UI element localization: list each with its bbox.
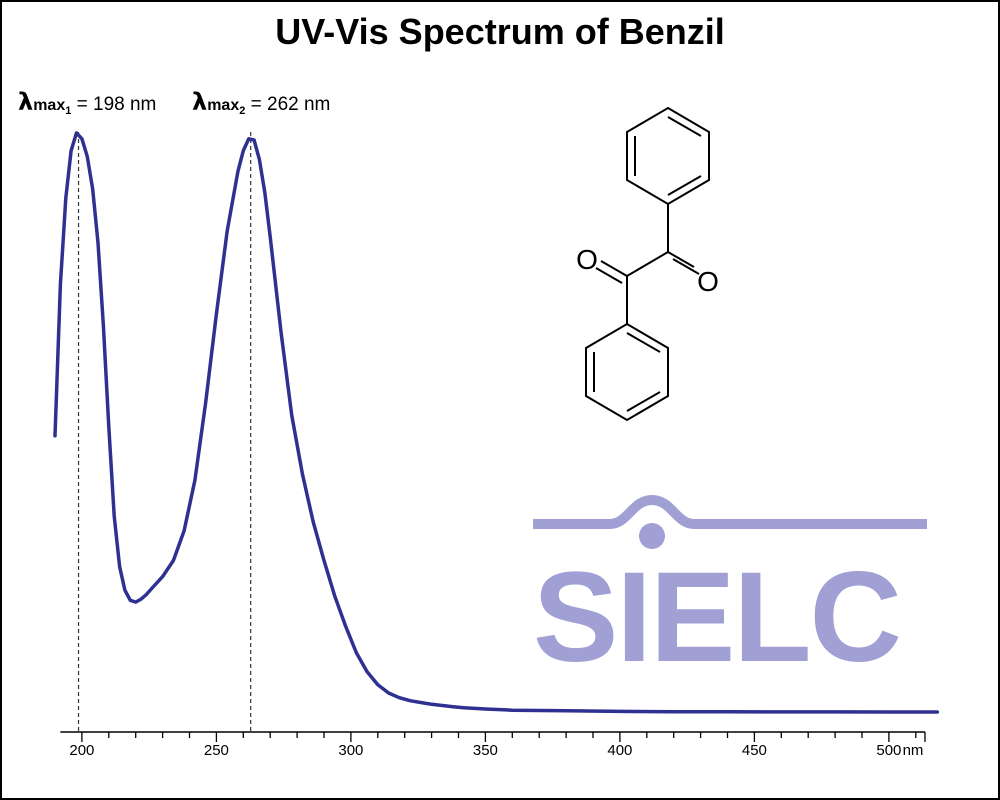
x-tick-label: 450 <box>742 742 767 759</box>
x-tick-label: 400 <box>607 742 632 759</box>
max-label: max <box>207 97 239 114</box>
x-tick-label: 200 <box>69 742 94 759</box>
series-line <box>53 131 940 714</box>
peak-value-text: = 198 nm <box>71 94 156 115</box>
x-axis-unit-label: nm <box>903 742 924 759</box>
peak-subscript: 1 <box>65 105 71 117</box>
x-tick-label: 250 <box>204 742 229 759</box>
peak-label-1: λmax1 = 198 nm <box>18 88 156 117</box>
x-axis: 200250300350400450500550 <box>60 731 926 759</box>
peak-subscript: 2 <box>239 105 245 117</box>
logo-text: SIELC <box>533 546 900 689</box>
peak-label-2: λmax2 = 262 nm <box>192 88 330 117</box>
x-tick-label: 300 <box>338 742 363 759</box>
oxygen-atom-left: O <box>576 244 598 275</box>
x-tick-label: 350 <box>473 742 498 759</box>
x-tick-label: 500 <box>876 742 901 759</box>
lambda-symbol: λ <box>192 88 207 116</box>
peak-annotations: λmax1 = 198 nm λmax2 = 262 nm <box>18 88 330 732</box>
benzil-structure <box>585 106 710 422</box>
chart-title: UV-Vis Spectrum of Benzil <box>275 11 724 52</box>
oxygen-atom-right: O <box>697 266 719 297</box>
sielc-logo: SIELC <box>533 494 927 689</box>
peak-value-text: = 262 nm <box>245 94 330 115</box>
max-label: max <box>33 97 65 114</box>
lambda-symbol: λ <box>18 88 33 116</box>
